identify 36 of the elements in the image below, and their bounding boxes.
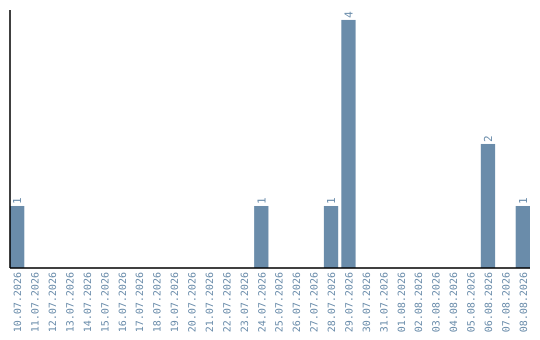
x-tick-label: 11.07.2026 bbox=[30, 272, 42, 332]
x-tick-label: 03.08.2026 bbox=[432, 272, 443, 332]
x-tick-label: 20.07.2026 bbox=[188, 272, 199, 332]
x-tick-label: 12.07.2026 bbox=[48, 272, 60, 332]
data-label: 1 bbox=[325, 197, 338, 204]
x-tick-label: 29.07.2026 bbox=[344, 272, 356, 332]
x-tick-label: 25.07.2026 bbox=[274, 272, 286, 332]
x-tick-label: 14.07.2026 bbox=[82, 272, 94, 332]
data-label: 1 bbox=[255, 197, 268, 204]
x-tick-label: 13.07.2026 bbox=[65, 272, 76, 332]
x-tick-label: 06.08.2026 bbox=[484, 272, 495, 332]
x-tick-label: 17.07.2026 bbox=[135, 272, 146, 332]
x-tick-label: 30.07.2026 bbox=[362, 272, 373, 332]
x-tick-label: 21.07.2026 bbox=[204, 272, 216, 332]
x-tick-label: 28.07.2026 bbox=[327, 272, 338, 332]
x-tick-label: 02.08.2026 bbox=[414, 272, 426, 332]
data-label: 2 bbox=[482, 135, 495, 142]
x-tick-label: 01.08.2026 bbox=[396, 272, 408, 332]
x-tick-label: 26.07.2026 bbox=[292, 272, 304, 332]
x-tick-label: 16.07.2026 bbox=[118, 272, 129, 332]
x-tick-label: 23.07.2026 bbox=[240, 272, 251, 332]
x-tick-label: 04.08.2026 bbox=[449, 272, 460, 332]
data-label: 4 bbox=[342, 10, 356, 18]
x-tick-label: 08.08.2026 bbox=[518, 272, 530, 332]
x-tick-label: 05.08.2026 bbox=[466, 272, 478, 332]
x-tick-label: 15.07.2026 bbox=[100, 272, 112, 332]
data-label: 1 bbox=[11, 197, 24, 204]
x-tick-label: 10.07.2026 bbox=[13, 272, 24, 332]
x-tick-label: 22.07.2026 bbox=[222, 272, 234, 332]
x-tick-label: 19.07.2026 bbox=[170, 272, 182, 332]
x-tick-label: 27.07.2026 bbox=[310, 272, 321, 332]
x-tick-label: 18.07.2026 bbox=[152, 272, 164, 332]
x-tick-label: 07.08.2026 bbox=[501, 272, 512, 332]
data-label: 1 bbox=[516, 197, 530, 204]
x-tick-label: 24.07.2026 bbox=[257, 272, 268, 332]
x-tick-label: 31.07.2026 bbox=[379, 272, 390, 332]
